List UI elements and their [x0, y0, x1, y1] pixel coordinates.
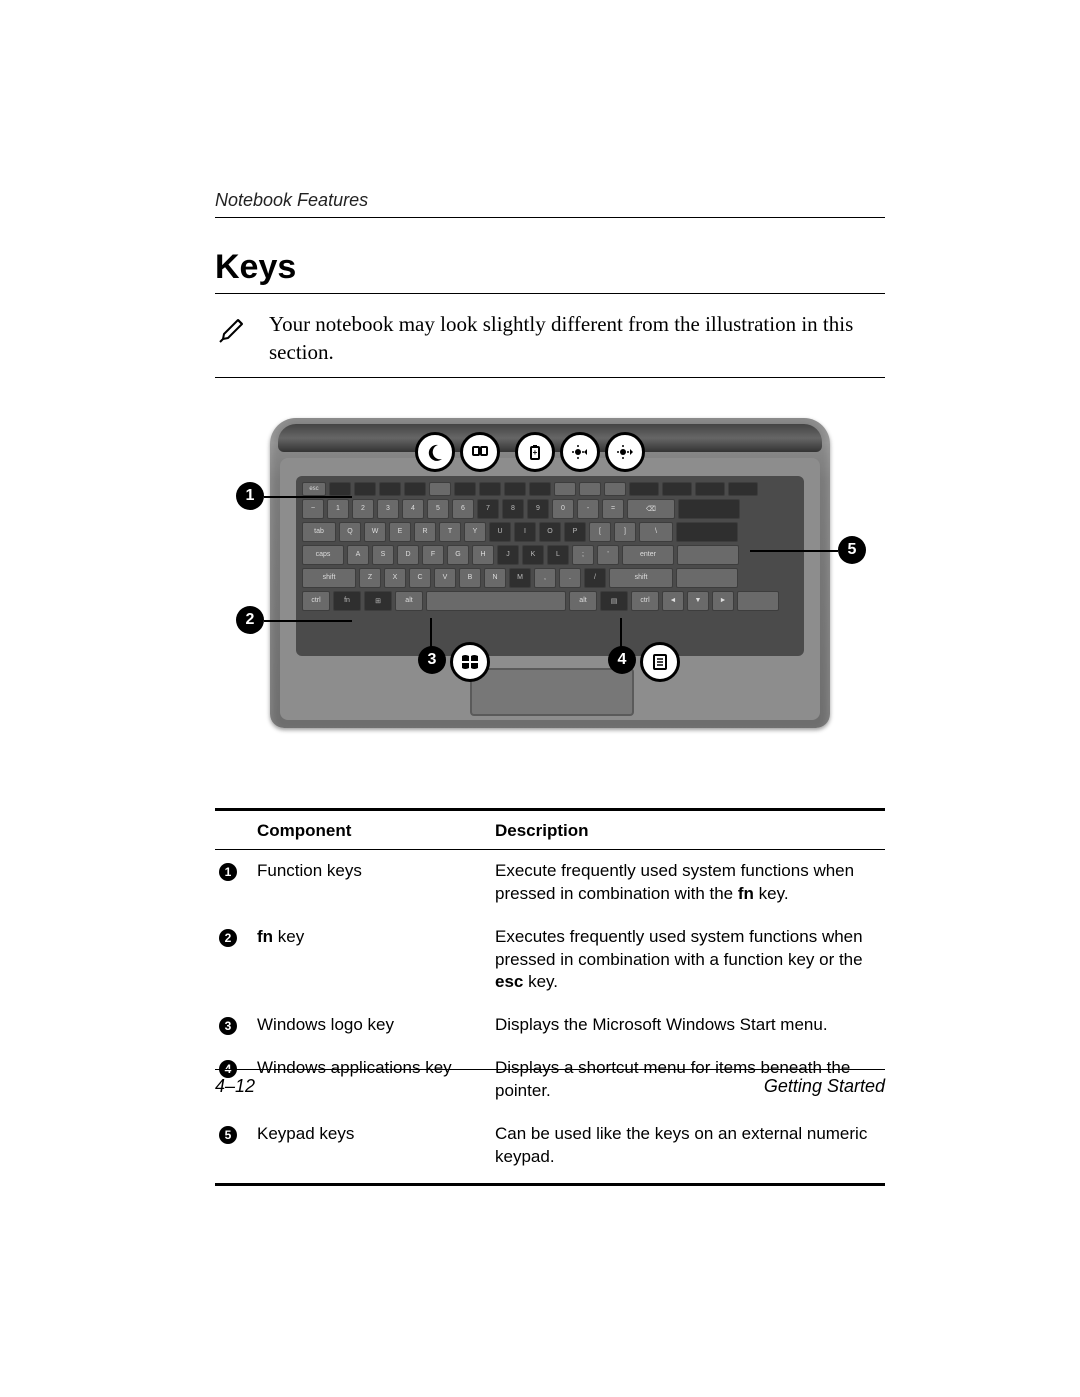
row-component-cell: Function keys	[253, 849, 491, 915]
callout-5: 5	[838, 536, 866, 564]
lead-3	[430, 618, 432, 648]
row-number-badge: 5	[219, 1126, 237, 1144]
keyboard-area: esc	[296, 476, 804, 656]
battery-icon: +	[515, 432, 555, 472]
row-number-badge: 2	[219, 929, 237, 947]
callout-1: 1	[236, 482, 264, 510]
row-number-badge: 3	[219, 1017, 237, 1035]
footer-rule	[215, 1069, 885, 1070]
row-number-cell: 2	[215, 916, 253, 1005]
row-description-cell: Displays the Microsoft Windows Start men…	[491, 1004, 885, 1047]
title-rule	[215, 293, 885, 294]
row-number-badge: 1	[219, 863, 237, 881]
table-row: 2 fn keyExecutes frequently used system f…	[215, 916, 885, 1005]
table-header-description: Description	[491, 809, 885, 849]
footer-page-number: 4–12	[215, 1076, 255, 1097]
lead-5	[750, 550, 838, 552]
display-toggle-icon	[460, 432, 500, 472]
row-description-cell: Execute frequently used system functions…	[491, 849, 885, 915]
footer-doc-title: Getting Started	[764, 1076, 885, 1097]
header-rule	[215, 217, 885, 218]
keyboard-illustration: esc	[270, 418, 830, 728]
row-component-cell: Windows logo key	[253, 1004, 491, 1047]
note-rule	[215, 377, 885, 378]
section-title: Keys	[215, 248, 885, 287]
table-row: 5 Keypad keysCan be used like the keys on…	[215, 1113, 885, 1183]
brightness-up-icon	[605, 432, 645, 472]
page-footer: 4–12 Getting Started	[215, 1069, 885, 1097]
chapter-header: Notebook Features	[215, 190, 885, 211]
table-row: 3 Windows logo keyDisplays the Microsoft …	[215, 1004, 885, 1047]
touchpad	[470, 668, 634, 716]
lead-1	[264, 496, 352, 498]
row-number-cell: 3	[215, 1004, 253, 1047]
moon-icon	[415, 432, 455, 472]
lead-4	[620, 618, 622, 648]
table-end-rule	[215, 1183, 885, 1186]
row-component-cell: fn key	[253, 916, 491, 1005]
row-component-cell: Keypad keys	[253, 1113, 491, 1183]
callout-2: 2	[236, 606, 264, 634]
lead-2	[264, 620, 352, 622]
row-number-cell: 5	[215, 1113, 253, 1183]
brightness-down-icon	[560, 432, 600, 472]
windows-logo-icon	[450, 642, 490, 682]
table-row: 1 Function keysExecute frequently used sy…	[215, 849, 885, 915]
callout-3: 3	[418, 646, 446, 674]
table-header-component: Component	[253, 809, 491, 849]
row-number-cell: 1	[215, 849, 253, 915]
note-block: Your notebook may look slightly differen…	[215, 306, 885, 377]
note-text: Your notebook may look slightly differen…	[269, 310, 885, 367]
manual-page: Notebook Features Keys Your notebook may…	[0, 0, 1080, 1397]
components-table: Component Description 1 Function keysExec…	[215, 808, 885, 1183]
table-header-blank	[215, 809, 253, 849]
pencil-note-icon	[215, 310, 255, 344]
applications-menu-icon	[640, 642, 680, 682]
row-description-cell: Can be used like the keys on an external…	[491, 1113, 885, 1183]
svg-text:+: +	[533, 448, 538, 457]
callout-4: 4	[608, 646, 636, 674]
row-description-cell: Executes frequently used system function…	[491, 916, 885, 1005]
